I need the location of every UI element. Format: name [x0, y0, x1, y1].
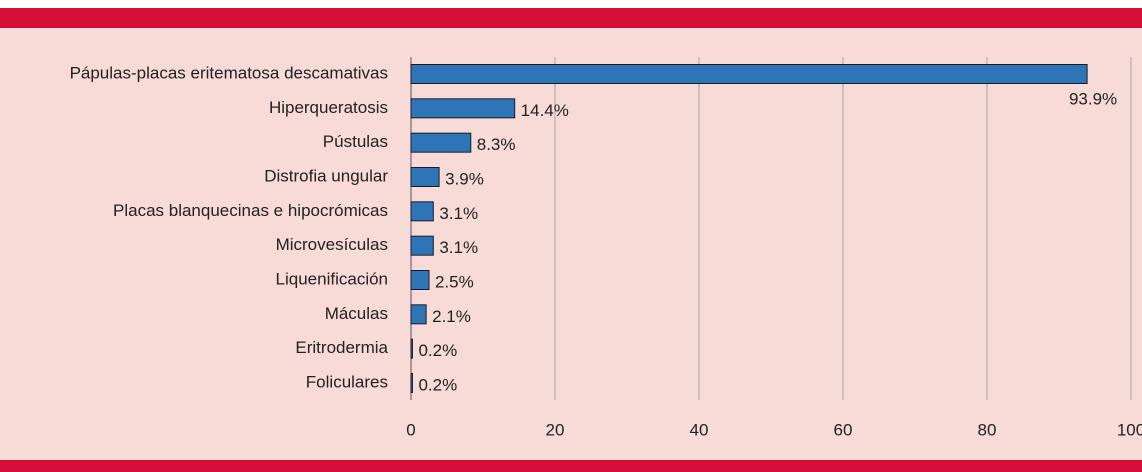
bar: [410, 132, 472, 153]
value-label: 2.5%: [435, 272, 474, 291]
bar: [410, 270, 430, 290]
x-tick-label: 40: [690, 420, 709, 439]
x-tick-label: 0: [406, 420, 415, 439]
y-tick-label: Liquenificación: [276, 269, 388, 288]
value-label: 3.9%: [445, 169, 484, 188]
y-tick-label: Foliculares: [306, 372, 388, 391]
y-tick-label: Distrofia ungular: [264, 166, 388, 185]
bar: [410, 304, 427, 325]
bar: [410, 201, 434, 222]
value-label: 14.4%: [521, 101, 569, 120]
bottom-band: [0, 460, 1142, 472]
bar: [410, 64, 1088, 84]
value-label: 0.2%: [418, 341, 457, 360]
y-tick-label: Placas blanquecinas e hipocrómicas: [113, 201, 388, 220]
plot-background: [0, 28, 1142, 460]
x-tick-label: 20: [546, 420, 565, 439]
x-tick-label: 100: [1117, 420, 1142, 439]
bar: [410, 167, 440, 187]
y-tick-label: Pústulas: [323, 132, 388, 151]
y-tick-label: Máculas: [325, 304, 388, 323]
value-label: 8.3%: [477, 135, 516, 154]
bar: [410, 235, 434, 256]
y-tick-label: Pápulas-placas eritematosa descamativas: [70, 63, 388, 82]
value-label: 0.2%: [418, 375, 457, 394]
top-band: [0, 8, 1142, 28]
y-tick-label: Hiperqueratosis: [269, 98, 388, 117]
y-tick-label: Eritrodermia: [295, 338, 388, 357]
bar: [410, 373, 413, 393]
x-tick-label: 60: [834, 420, 853, 439]
value-label: 3.1%: [439, 238, 478, 257]
bar: [410, 98, 516, 119]
value-label: 2.1%: [432, 307, 471, 326]
y-tick-label: Microvesículas: [276, 235, 388, 254]
x-tick-label: 80: [978, 420, 997, 439]
value-label: 93.9%: [1069, 89, 1117, 108]
value-label: 3.1%: [439, 204, 478, 223]
bar: [410, 338, 413, 359]
